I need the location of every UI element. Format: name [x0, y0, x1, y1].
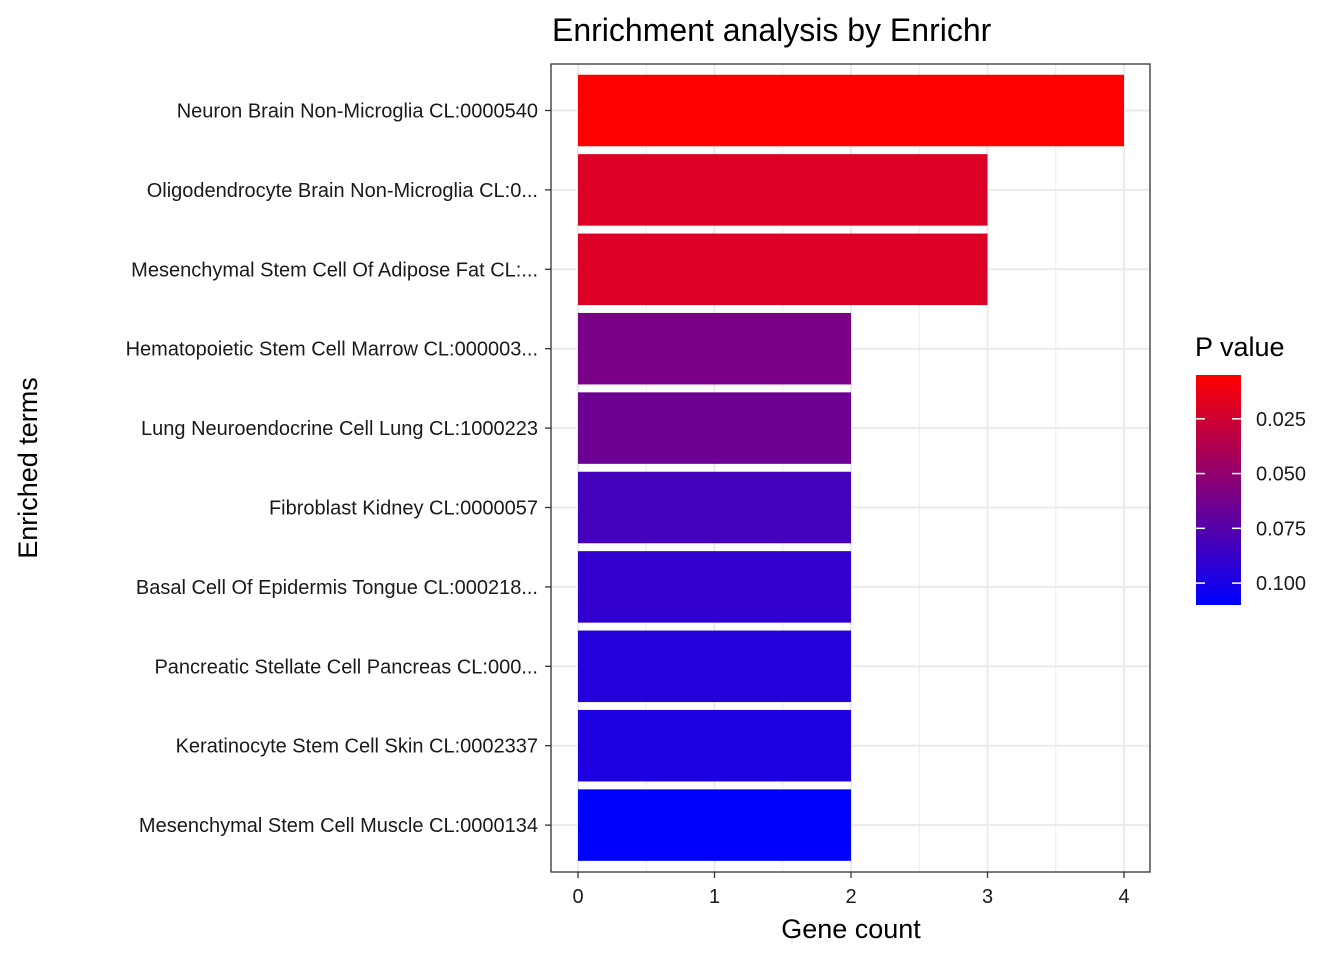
chart-title: Enrichment analysis by Enrichr [552, 12, 992, 48]
x-axis-title: Gene count [781, 914, 921, 944]
bar-6 [578, 471, 851, 544]
bar-1 [578, 74, 1124, 147]
bar-2 [578, 154, 988, 226]
y-tick-label: Lung Neuroendocrine Cell Lung CL:1000223 [141, 418, 538, 440]
x-tick-label: 2 [845, 886, 856, 908]
y-tick-label: Pancreatic Stellate Cell Pancreas CL:000… [154, 656, 538, 678]
y-axis-title: Enriched terms [13, 377, 43, 559]
y-axis: Neuron Brain Non-Microglia CL:0000540 Oli… [126, 101, 551, 837]
y-tick-label: Mesenchymal Stem Cell Of Adipose Fat CL:… [131, 259, 538, 281]
bar-8 [578, 630, 851, 703]
x-tick-label: 0 [572, 886, 583, 908]
y-tick-label: Hematopoietic Stem Cell Marrow CL:000003… [126, 339, 538, 361]
legend-title: P value [1195, 332, 1285, 362]
legend: P value 0.025 0.050 0.075 0.100 [1195, 332, 1306, 605]
legend-tick-label: 0.100 [1256, 573, 1306, 595]
y-tick-label: Neuron Brain Non-Microglia CL:0000540 [177, 101, 538, 123]
x-tick-label: 3 [982, 886, 993, 908]
legend-tick-label: 0.050 [1256, 464, 1306, 486]
y-tick-label: Mesenchymal Stem Cell Muscle CL:0000134 [139, 815, 538, 837]
y-tick-label: Oligodendrocyte Brain Non-Microglia CL:0… [147, 180, 538, 202]
legend-colorbar [1196, 375, 1241, 605]
x-tick-label: 1 [709, 886, 720, 908]
bar-9 [578, 709, 851, 782]
bar-4 [578, 312, 851, 385]
bars [578, 74, 1124, 861]
y-tick-label: Keratinocyte Stem Cell Skin CL:0002337 [176, 736, 538, 758]
bar-7 [578, 551, 851, 623]
bar-10 [578, 789, 851, 861]
y-tick-label: Basal Cell Of Epidermis Tongue CL:000218… [136, 577, 538, 599]
bar-3 [578, 233, 988, 306]
y-tick-label: Fibroblast Kidney CL:0000057 [269, 498, 538, 520]
legend-tick-label: 0.025 [1256, 409, 1306, 431]
x-axis: 0 1 2 3 4 [572, 872, 1130, 908]
legend-tick-label: 0.075 [1256, 518, 1306, 540]
bar-5 [578, 392, 851, 464]
x-tick-label: 4 [1118, 886, 1129, 908]
